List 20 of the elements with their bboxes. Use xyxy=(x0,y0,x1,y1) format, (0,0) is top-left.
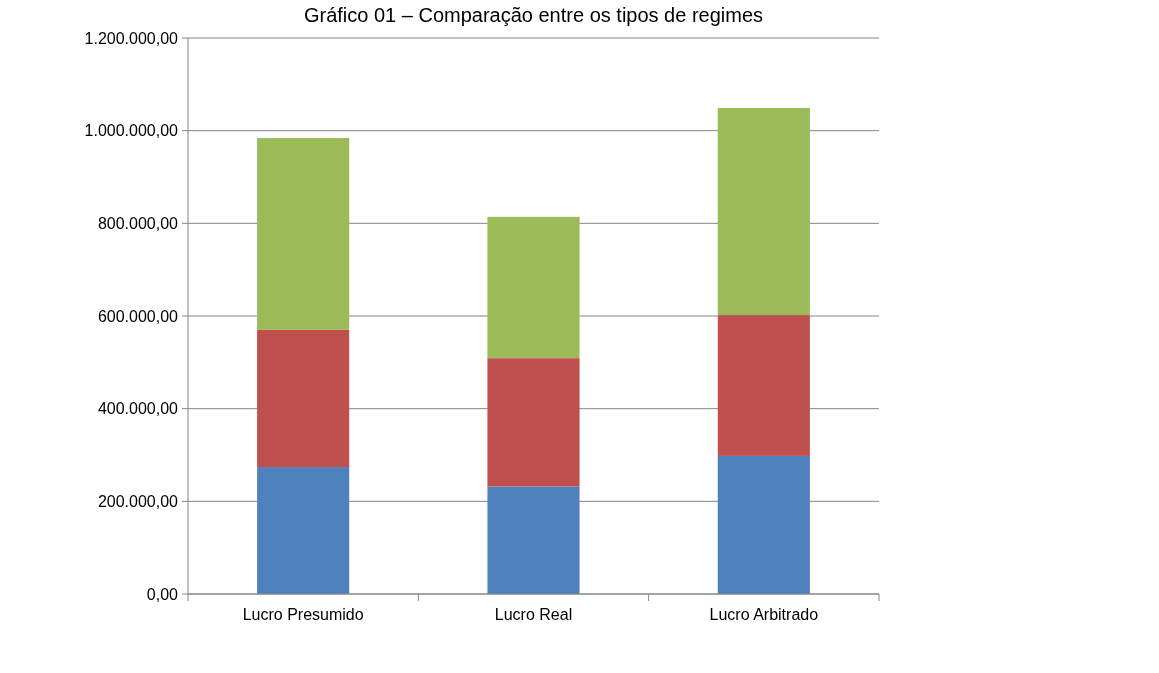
bar xyxy=(717,455,810,594)
y-tick-label: 0,00 xyxy=(146,585,179,603)
y-tick-label: 1.200.000,00 xyxy=(84,29,179,47)
x-tick-label: Lucro Arbitrado xyxy=(709,606,819,623)
bar xyxy=(717,107,810,316)
bar xyxy=(257,467,350,594)
x-tick-label: Lucro Presumido xyxy=(242,606,364,623)
bar xyxy=(717,315,810,456)
chart-title: Gráfico 01 – Comparação entre os tipos de regimes xyxy=(303,4,764,26)
bar xyxy=(487,358,580,487)
y-tick-label: 1.000.000,00 xyxy=(84,122,179,140)
y-tick-label: 600.000,00 xyxy=(97,307,179,325)
bar xyxy=(487,216,580,359)
x-tick-label: Lucro Real xyxy=(494,606,573,623)
bar xyxy=(487,486,580,594)
bar xyxy=(257,329,350,468)
bar xyxy=(257,138,350,330)
y-tick-label: 200.000,00 xyxy=(97,492,179,510)
y-tick-label: 400.000,00 xyxy=(97,400,179,418)
y-tick-label: 800.000,00 xyxy=(97,214,179,232)
